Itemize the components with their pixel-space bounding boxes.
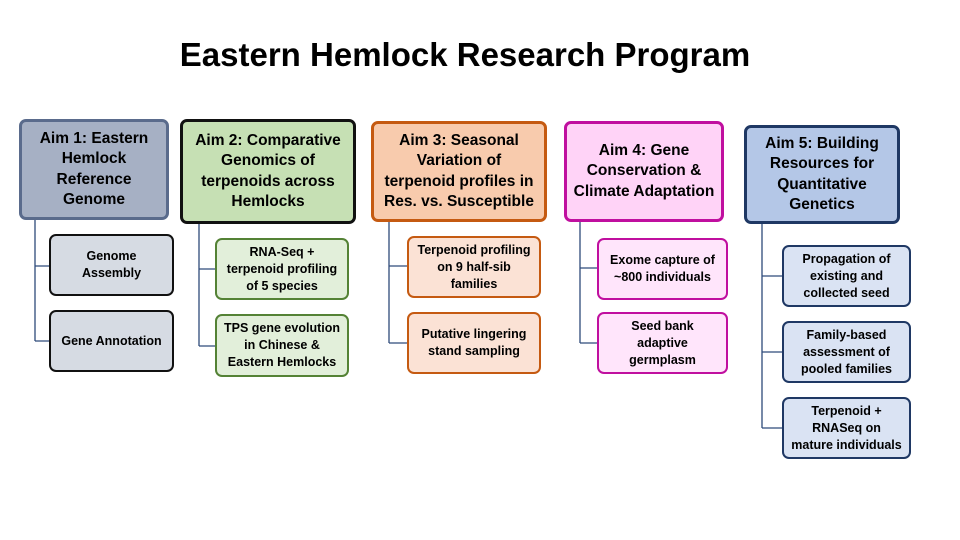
aim-4-sub-seed-bank: Seed bank adaptive germplasm: [597, 312, 728, 374]
aim-3-sub-stand-sampling: Putative lingering stand sampling: [407, 312, 541, 374]
aim-5-box: Aim 5: Building Resources for Quantitati…: [744, 125, 900, 224]
aim-4-sub-exome-capture: Exome capture of ~800 individuals: [597, 238, 728, 300]
aim-1-box: Aim 1: Eastern Hemlock Reference Genome: [19, 119, 169, 220]
aim-5-sub-family-assessment: Family-based assessment of pooled famili…: [782, 321, 911, 383]
aim-5-sub-terpenoid-rnaseq: Terpenoid + RNASeq on mature individuals: [782, 397, 911, 459]
aim-1-sub-genome-assembly: Genome Assembly: [49, 234, 174, 296]
aim-2-sub-tps-evolution: TPS gene evolution in Chinese & Eastern …: [215, 314, 349, 377]
connector-aim5: [761, 224, 782, 429]
page-title: Eastern Hemlock Research Program: [179, 36, 751, 73]
aim-2-box: Aim 2: Comparative Genomics of terpenoid…: [180, 119, 356, 224]
aim-4-box: Aim 4: Gene Conservation & Climate Adapt…: [564, 121, 724, 222]
connector-aim3: [388, 222, 407, 344]
aim-1-sub-gene-annotation: Gene Annotation: [49, 310, 174, 372]
aim-3-box: Aim 3: Seasonal Variation of terpenoid p…: [371, 121, 547, 222]
connector-aim4: [579, 222, 597, 344]
aim-5-sub-propagation: Propagation of existing and collected se…: [782, 245, 911, 307]
connector-aim1: [34, 220, 49, 342]
aim-2-sub-rnaseq: RNA-Seq + terpenoid profiling of 5 speci…: [215, 238, 349, 300]
aim-3-sub-terpenoid-profiling: Terpenoid profiling on 9 half-sib famili…: [407, 236, 541, 298]
connector-aim2: [198, 224, 215, 347]
